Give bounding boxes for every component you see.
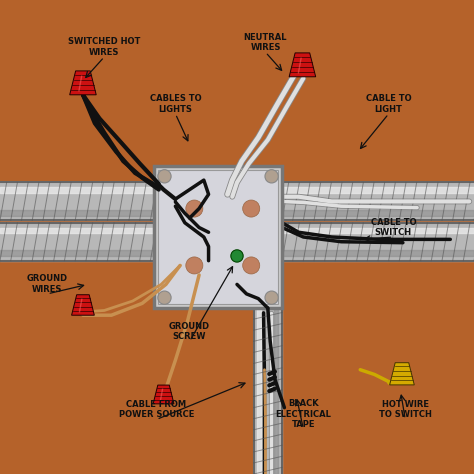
Polygon shape bbox=[72, 295, 94, 315]
Polygon shape bbox=[70, 71, 96, 95]
Text: CABLE TO
LIGHT: CABLE TO LIGHT bbox=[366, 94, 411, 114]
Polygon shape bbox=[289, 53, 316, 77]
Text: CABLES TO
LIGHTS: CABLES TO LIGHTS bbox=[150, 94, 201, 114]
Circle shape bbox=[265, 170, 278, 183]
Polygon shape bbox=[390, 363, 414, 385]
Circle shape bbox=[186, 257, 203, 274]
Circle shape bbox=[243, 200, 260, 217]
Circle shape bbox=[243, 257, 260, 274]
Text: BLACK
ELECTRICAL
TAPE: BLACK ELECTRICAL TAPE bbox=[275, 399, 331, 429]
Circle shape bbox=[186, 200, 203, 217]
Bar bbox=[154, 166, 282, 308]
Circle shape bbox=[158, 291, 171, 304]
Circle shape bbox=[265, 291, 278, 304]
Text: SWITCHED HOT
WIRES: SWITCHED HOT WIRES bbox=[68, 37, 140, 57]
Bar bbox=[158, 170, 278, 304]
Circle shape bbox=[231, 250, 243, 262]
Text: NEUTRAL
WIRES: NEUTRAL WIRES bbox=[244, 33, 287, 52]
Text: CABLE FROM
POWER SOURCE: CABLE FROM POWER SOURCE bbox=[118, 400, 194, 419]
Text: CABLE TO
SWITCH: CABLE TO SWITCH bbox=[371, 218, 416, 237]
Text: HOT WIRE
TO SWITCH: HOT WIRE TO SWITCH bbox=[379, 400, 432, 419]
Text: GROUND
SCREW: GROUND SCREW bbox=[169, 322, 210, 341]
Circle shape bbox=[158, 170, 171, 183]
Polygon shape bbox=[153, 385, 174, 404]
Text: GROUND
WIRES: GROUND WIRES bbox=[27, 274, 68, 294]
